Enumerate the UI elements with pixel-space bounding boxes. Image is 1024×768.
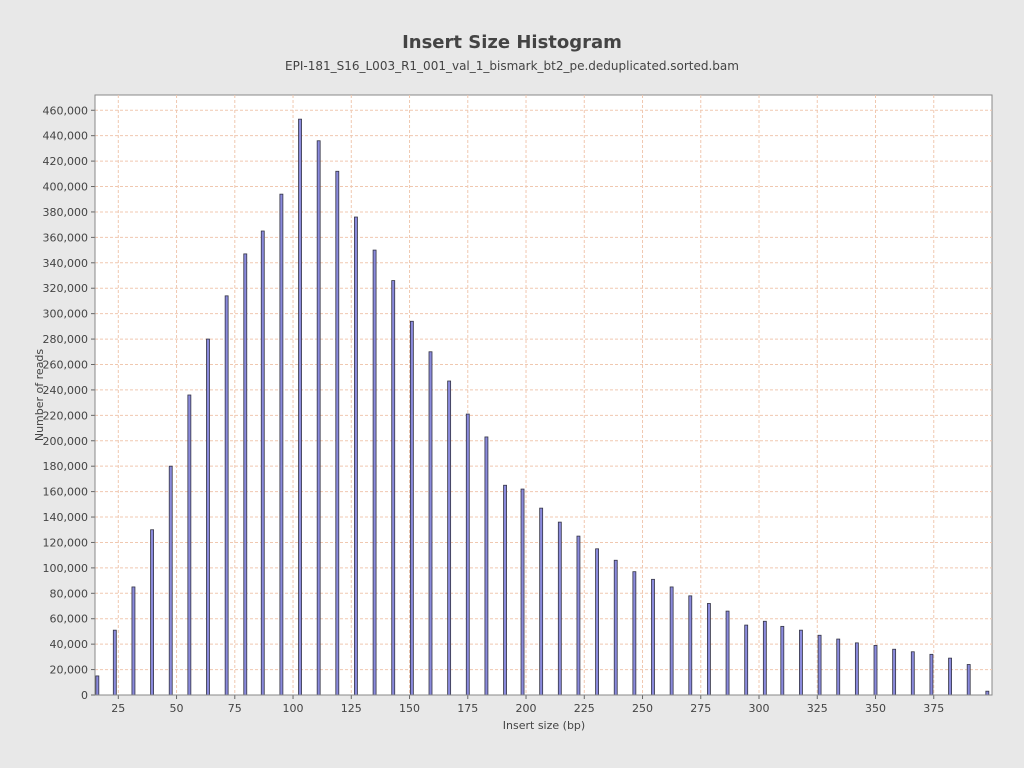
histogram-bar [817,634,822,696]
histogram-bar [206,338,210,696]
histogram-bar [762,620,767,696]
histogram-bar [260,230,265,696]
x-tick-label: 125 [341,702,362,715]
y-tick-label: 180,000 [43,460,89,473]
histogram-bar [503,484,507,696]
histogram-bar [613,559,618,696]
x-tick-label: 300 [749,702,770,715]
histogram-bar [576,535,581,696]
histogram-bar [744,624,749,696]
histogram-bar [465,413,470,696]
y-tick-label: 140,000 [43,511,89,524]
chart-subtitle: EPI-181_S16_L003_R1_001_val_1_bismark_bt… [285,59,739,73]
histogram-bar [95,675,100,696]
histogram-bar [187,394,192,696]
x-tick-label: 25 [111,702,125,715]
histogram-bar [409,320,414,696]
histogram-bar [279,193,284,696]
histogram-bar [985,690,990,696]
histogram-bar [707,603,711,696]
histogram-bar [335,170,340,696]
x-tick-label: 200 [516,702,537,715]
y-tick-label: 360,000 [43,231,89,244]
histogram-bar [799,629,803,696]
x-tick-label: 100 [283,702,304,715]
histogram-bar [131,586,136,696]
y-tick-label: 340,000 [43,257,89,270]
y-tick-label: 0 [81,689,88,702]
histogram-bar [632,571,637,696]
x-tick-label: 150 [399,702,420,715]
gridlines [95,95,992,695]
histogram-bar [929,653,934,696]
histogram-bar [966,664,971,696]
y-tick-label: 420,000 [43,155,89,168]
x-tick-label: 375 [923,702,944,715]
x-tick-label: 350 [865,702,886,715]
y-tick-label: 320,000 [43,282,89,295]
histogram-bar [539,507,544,696]
histogram-bar [854,642,859,696]
histogram-bar [595,548,599,696]
histogram-bar [391,280,396,696]
histogram-bar [112,629,117,696]
histogram-bar [150,529,154,696]
histogram-bar [520,488,525,696]
y-tick-label: 20,000 [50,664,89,677]
y-tick-label: 280,000 [43,333,89,346]
y-tick-label: 380,000 [43,206,89,219]
histogram-bar [168,465,173,696]
y-tick-label: 80,000 [50,587,89,600]
histogram-bar [428,351,433,696]
y-tick-label: 220,000 [43,409,89,422]
histogram-bar [651,578,655,696]
histogram-bar [224,295,229,696]
histogram-bar [354,216,358,696]
y-tick-label: 240,000 [43,384,89,397]
y-tick-label: 40,000 [50,638,89,651]
histogram-bar [892,648,897,696]
y-tick-label: 300,000 [43,308,89,321]
x-axis-label: Insert size (bp) [503,719,585,732]
y-tick-label: 60,000 [50,613,89,626]
histogram-bar [484,436,489,696]
y-tick-label: 400,000 [43,181,89,194]
y-tick-label: 440,000 [43,130,89,143]
y-tick-label: 160,000 [43,486,89,499]
y-tick-label: 100,000 [43,562,89,575]
x-tick-label: 175 [457,702,478,715]
chart-title: Insert Size Histogram [402,32,622,53]
histogram-bar [316,140,321,696]
y-tick-label: 120,000 [43,536,89,549]
x-tick-label: 250 [632,702,653,715]
x-tick-label: 75 [228,702,242,715]
x-tick-label: 50 [170,702,184,715]
x-tick-label: 275 [690,702,711,715]
y-tick-label: 460,000 [43,104,89,117]
histogram-bar [447,380,452,696]
y-tick-label: 200,000 [43,435,89,448]
y-axis-label: Number of reads [33,349,46,442]
histogram-bar [243,253,248,696]
histogram-bar [948,657,952,696]
histogram-bar [780,625,785,696]
plot-area [94,94,993,696]
histogram-bar [910,651,915,696]
histogram-bar [372,249,377,696]
histogram-bar [873,645,878,696]
bar-series [95,118,990,696]
histogram-bar [725,610,730,696]
histogram-bar [669,586,674,696]
x-tick-label: 325 [807,702,828,715]
x-tick-label: 225 [574,702,595,715]
histogram-bar [688,595,693,696]
axes: 25 50 75 100 125 150 175 200 225 250 275 300 325 350 3… [43,95,992,715]
histogram-bar [557,521,562,696]
histogram-bar [836,638,841,696]
y-tick-label: 260,000 [43,358,89,371]
histogram-bar [298,118,302,696]
